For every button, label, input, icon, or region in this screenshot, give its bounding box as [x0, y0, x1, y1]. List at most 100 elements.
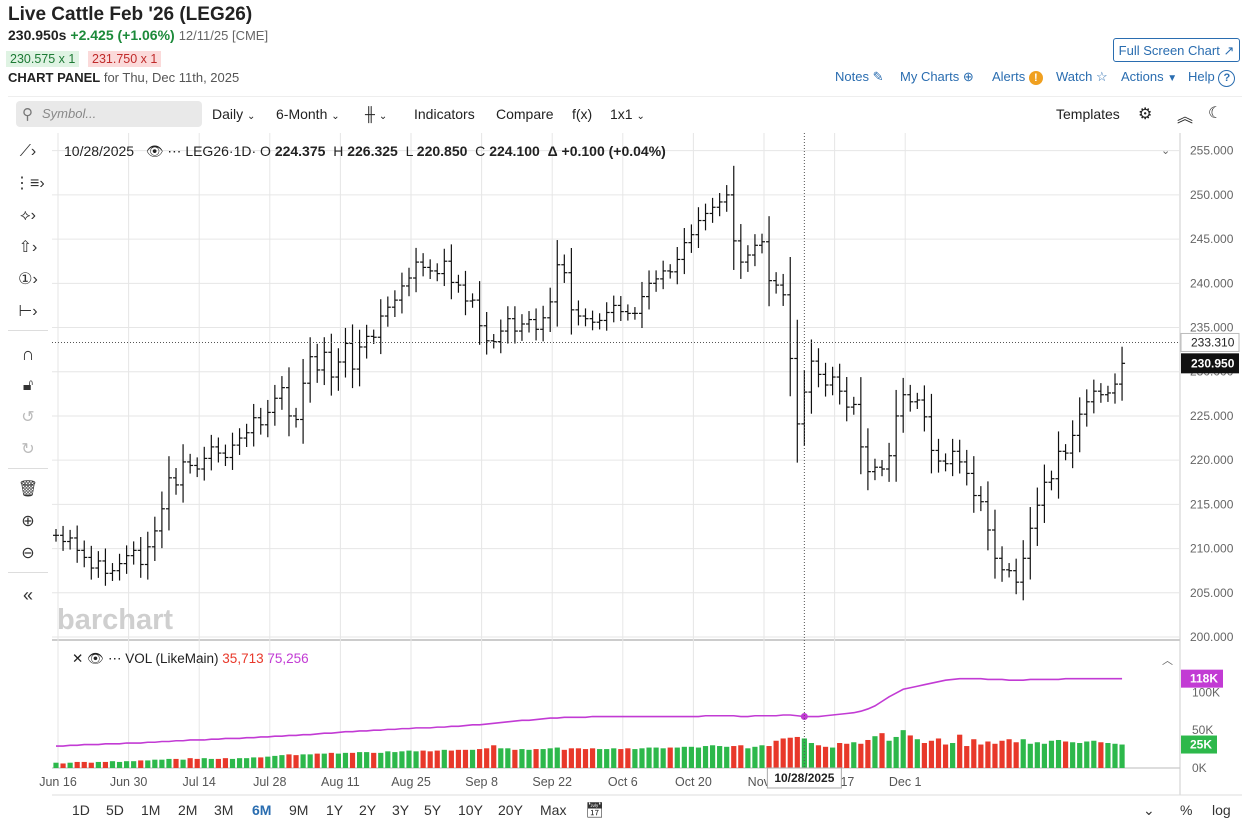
- annotation-tool-icon[interactable]: ①›: [18, 271, 38, 288]
- volume-bar: [349, 752, 356, 768]
- volume-bar: [1055, 739, 1062, 768]
- trendline-tool-icon[interactable]: ⟋›: [19, 143, 37, 160]
- range-button-3y[interactable]: 3Y: [392, 802, 410, 818]
- unlock-icon[interactable]: 🔓︎: [22, 377, 34, 394]
- volume-bar: [356, 752, 363, 768]
- crosshair-price-label: 233.310: [1191, 335, 1235, 349]
- alerts-link[interactable]: Alerts !: [992, 69, 1043, 85]
- settings-gear-icon[interactable]: ⚙: [1138, 106, 1153, 123]
- layout-dropdown[interactable]: 1x1 ⌄: [610, 106, 645, 122]
- crosshair-date-label: 10/28/2025: [774, 771, 834, 785]
- undo-icon[interactable]: ↺: [21, 409, 35, 426]
- range-label: 6-Month: [276, 106, 328, 122]
- arrow-tool-icon[interactable]: ⇧›: [18, 239, 38, 256]
- date-tick-label: Sep 22: [532, 775, 572, 789]
- price-bar: [455, 274, 462, 293]
- avg-volume-box: [1181, 669, 1223, 688]
- volume-bar: [1119, 744, 1125, 768]
- range-button-2y[interactable]: 2Y: [359, 802, 377, 818]
- volume-bar: [378, 752, 384, 768]
- bar-type-dropdown[interactable]: ╫ ⌄: [365, 106, 387, 122]
- chevron-down-icon: ⌄: [378, 111, 388, 122]
- fibonacci-tool-icon[interactable]: ⋮≡›: [14, 175, 45, 192]
- watch-link[interactable]: Watch ☆: [1056, 69, 1108, 85]
- redo-icon[interactable]: ↻: [21, 441, 35, 458]
- shapes-tool-icon[interactable]: ⟡›: [20, 207, 36, 224]
- collapse-chevron-up-icon[interactable]: ︽: [1177, 109, 1194, 126]
- measure-tool-icon[interactable]: ⊢›: [18, 303, 38, 320]
- volume-bar: [109, 761, 116, 768]
- price-change: +2.425 (+1.06%): [70, 27, 175, 43]
- eye-icon[interactable]: 👁︎: [145, 143, 164, 159]
- volume-bar: [709, 745, 716, 768]
- price-bar: [356, 329, 363, 387]
- volume-bar: [724, 746, 730, 768]
- more-dots-icon[interactable]: ⋯: [107, 651, 122, 666]
- actions-menu[interactable]: Actions ▼: [1121, 69, 1177, 84]
- more-dots-icon[interactable]: ⋯: [167, 143, 182, 159]
- range-button-5d[interactable]: 5D: [106, 802, 124, 818]
- price-bar: [60, 525, 67, 551]
- price-bar: [1027, 507, 1034, 580]
- eye-icon[interactable]: 👁︎: [87, 651, 105, 666]
- info-date: 10/28/2025: [64, 143, 135, 159]
- price-bar: [264, 399, 271, 438]
- volume-bar: [766, 746, 772, 768]
- volume-bar: [321, 753, 327, 768]
- volume-bar: [533, 749, 539, 768]
- date-tick-label: Oct 6: [608, 775, 638, 789]
- range-button-max[interactable]: Max: [540, 802, 567, 818]
- info-collapse-chevron-icon[interactable]: ⌄: [1161, 145, 1171, 157]
- price-tick-label: 220.000: [1190, 453, 1234, 467]
- range-button-10y[interactable]: 10Y: [458, 802, 483, 818]
- volume-bar: [950, 743, 956, 768]
- volume-collapse-chevron-icon[interactable]: ︿: [1162, 655, 1173, 667]
- help-link[interactable]: Help ?: [1188, 69, 1236, 87]
- trash-icon[interactable]: 🗑︎: [17, 481, 39, 498]
- fx-button[interactable]: f(x): [572, 106, 593, 122]
- log-toggle[interactable]: log: [1212, 802, 1231, 818]
- percent-toggle[interactable]: %: [1180, 802, 1193, 818]
- volume-bar: [1091, 740, 1097, 768]
- range-button-20y[interactable]: 20Y: [498, 802, 523, 818]
- calendar-icon[interactable]: 📅︎: [585, 802, 605, 819]
- range-button-5y[interactable]: 5Y: [424, 802, 442, 818]
- full-screen-chart-button[interactable]: Full Screen Chart ↗: [1113, 38, 1240, 62]
- volume-bar: [1084, 741, 1090, 768]
- price-bar: [900, 377, 907, 433]
- notes-link[interactable]: Notes ✎: [835, 69, 884, 85]
- templates-button[interactable]: Templates: [1056, 106, 1120, 122]
- double-chevron-down-icon[interactable]: ⌄: [1143, 802, 1155, 818]
- range-button-1d[interactable]: 1D: [72, 802, 90, 818]
- period-dropdown[interactable]: Daily ⌄: [212, 106, 255, 122]
- range-button-3m[interactable]: 3M: [214, 802, 234, 818]
- compare-button[interactable]: Compare: [496, 106, 554, 122]
- range-dropdown[interactable]: 6-Month ⌄: [276, 106, 340, 122]
- magnet-icon[interactable]: ∩: [21, 344, 35, 364]
- price-bar: [476, 281, 483, 345]
- zoom-out-icon[interactable]: ⊖: [21, 545, 35, 562]
- range-button-9m[interactable]: 9M: [289, 802, 309, 818]
- range-button-2m[interactable]: 2M: [178, 802, 198, 818]
- chevron-down-icon: ⌄: [331, 111, 340, 122]
- zoom-in-icon[interactable]: ⊕: [21, 513, 35, 530]
- volume-bar: [611, 748, 617, 768]
- range-button-6m[interactable]: 6M: [252, 802, 272, 818]
- volume-bar: [660, 748, 666, 768]
- my-charts-link[interactable]: My Charts ⊕: [900, 69, 974, 85]
- volume-bar: [229, 758, 236, 768]
- sidebar-divider: [8, 468, 48, 469]
- volume-bar: [1112, 743, 1118, 768]
- indicators-button[interactable]: Indicators: [414, 106, 475, 122]
- collapse-sidebar-icon[interactable]: «: [22, 585, 33, 605]
- price-bar: [808, 339, 815, 414]
- range-button-1m[interactable]: 1M: [141, 802, 161, 818]
- full-screen-label: Full Screen Chart: [1118, 43, 1220, 58]
- price-bar: [116, 553, 123, 581]
- dark-mode-moon-icon[interactable]: ☾: [1208, 105, 1223, 122]
- volume-bar: [618, 749, 624, 768]
- range-button-1y[interactable]: 1Y: [326, 802, 344, 818]
- close-x-icon[interactable]: ✕: [72, 651, 84, 666]
- symbol-search-input[interactable]: Symbol...: [16, 101, 202, 127]
